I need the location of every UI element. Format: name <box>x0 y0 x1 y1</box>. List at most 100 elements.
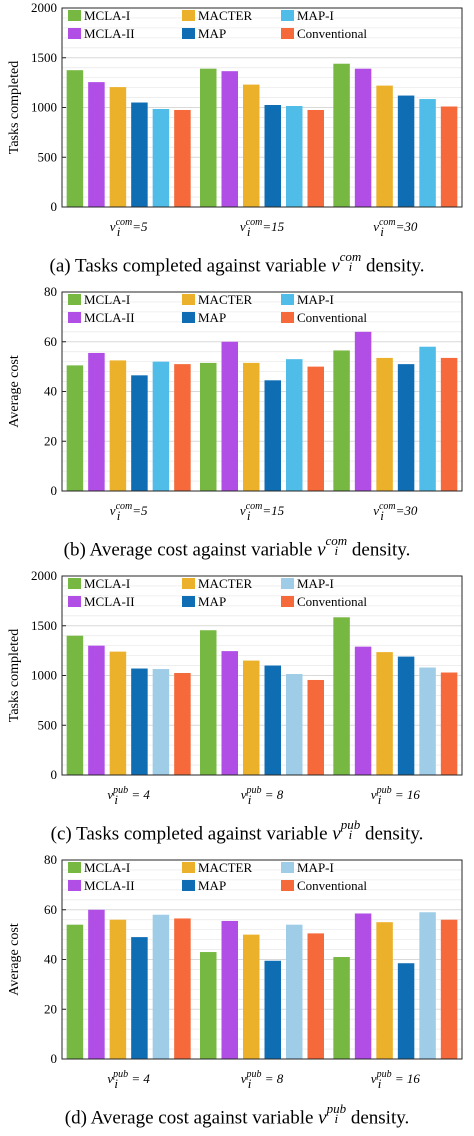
bar <box>264 380 281 491</box>
bar <box>307 366 324 491</box>
bar <box>152 108 170 207</box>
legend-swatch <box>281 596 294 607</box>
legend-label: MACTER <box>198 576 253 591</box>
legend-swatch <box>182 294 195 305</box>
legend-swatch <box>68 312 81 323</box>
x-category-label: vpub = 16 <box>371 785 421 802</box>
bar <box>354 68 372 207</box>
bar <box>109 87 127 207</box>
bar <box>221 71 238 208</box>
legend-swatch <box>182 596 195 607</box>
bar <box>397 95 415 207</box>
legend-swatch <box>281 312 294 323</box>
legend-label: MAP-I <box>297 292 334 307</box>
bar <box>221 341 238 491</box>
caption-a-suffix: density. <box>361 255 425 277</box>
bar <box>152 361 170 491</box>
y-tick-label: 40 <box>44 952 57 967</box>
bar <box>200 68 217 207</box>
bar <box>286 359 303 491</box>
legend-label: MAP <box>198 878 226 893</box>
legend-swatch <box>281 294 294 305</box>
bar <box>376 357 393 491</box>
bar <box>264 105 281 207</box>
bar <box>354 646 372 775</box>
bar <box>286 106 303 207</box>
y-tick-label: 2000 <box>31 568 57 583</box>
bar <box>88 645 105 775</box>
caption-b-sup: com <box>325 533 348 548</box>
x-category-subscript: i <box>114 792 118 807</box>
bar <box>286 674 303 775</box>
x-category-label: vpub = 4 <box>107 785 150 802</box>
y-tick-label: 20 <box>44 433 57 448</box>
legend-label: MACTER <box>198 8 253 23</box>
legend-swatch <box>281 880 294 891</box>
bar <box>243 362 260 491</box>
bar <box>333 63 350 207</box>
y-tick-label: 60 <box>44 334 57 349</box>
legend-label: MAP <box>198 310 226 325</box>
x-category-subscript: i <box>248 1076 252 1091</box>
y-axis-label: Tasks completed <box>7 629 22 723</box>
bar <box>174 918 191 1059</box>
bar <box>221 651 238 775</box>
panel-a: 0 500 1000 1500 2000 Tasks completed vcom=5 i vc… <box>0 0 474 284</box>
y-tick-label: 0 <box>51 483 58 498</box>
bar <box>66 70 84 207</box>
y-tick-label: 1000 <box>31 100 57 115</box>
caption-d-sup: pub <box>326 1101 347 1116</box>
x-category-label: vpub = 16 <box>371 1069 421 1086</box>
bar <box>354 331 372 491</box>
x-category-label: vcom=30 <box>373 501 418 518</box>
caption-a-sup: com <box>339 249 362 264</box>
y-tick-label: 500 <box>38 717 58 732</box>
bar <box>307 933 324 1059</box>
legend-label: Conventional <box>297 878 367 893</box>
caption-a: (a) Tasks completed against variable v co… <box>0 249 474 277</box>
bar <box>109 651 127 775</box>
bar <box>419 346 436 491</box>
bar <box>243 934 260 1059</box>
legend-swatch <box>68 10 81 21</box>
caption-b-sub: i <box>334 543 339 559</box>
legend-label: Conventional <box>297 310 367 325</box>
legend-swatch <box>68 596 81 607</box>
legend-swatch <box>281 28 294 39</box>
bar <box>131 668 148 775</box>
legend-label: MCLA-I <box>84 860 130 875</box>
x-category-label: vcom=5 <box>110 217 148 234</box>
legend-swatch <box>68 294 81 305</box>
bar <box>66 924 84 1059</box>
y-tick-label: 500 <box>38 149 58 164</box>
bar <box>419 912 436 1059</box>
x-category-subscript: i <box>114 1076 118 1091</box>
x-category-subscript: i <box>248 792 252 807</box>
bar <box>131 937 148 1059</box>
bar <box>376 922 393 1059</box>
bar <box>419 99 436 207</box>
bar <box>307 679 324 775</box>
x-category-subscript: i <box>117 224 121 239</box>
legend-swatch <box>281 862 294 873</box>
bar <box>397 963 415 1059</box>
caption-a-var: v <box>331 255 340 277</box>
legend-label: MAP-I <box>297 576 334 591</box>
x-category-label: vcom=15 <box>240 217 285 234</box>
legend-label: MCLA-I <box>84 8 130 23</box>
bar <box>440 672 458 775</box>
bar <box>333 957 350 1059</box>
legend-swatch <box>68 880 81 891</box>
y-tick-label: 80 <box>44 284 57 299</box>
bar <box>440 357 458 491</box>
y-tick-label: 60 <box>44 902 57 917</box>
bar <box>307 109 324 207</box>
bar <box>333 350 350 491</box>
legend-label: MCLA-I <box>84 576 130 591</box>
caption-c-suffix: density. <box>360 823 424 845</box>
bar <box>286 924 303 1059</box>
legend-label: MCLA-II <box>84 878 135 893</box>
